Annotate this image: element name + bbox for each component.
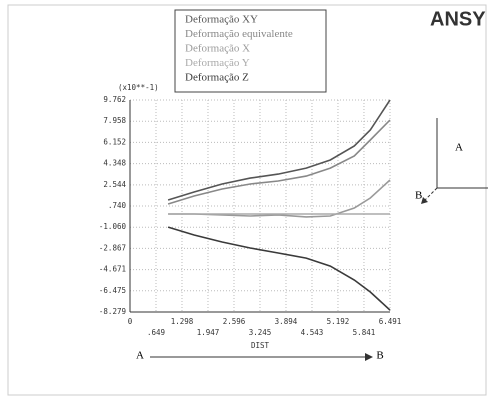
x-tick-label: 1.298: [171, 317, 194, 326]
y-tick-label: 2.544: [103, 180, 126, 189]
x-tick-label: .649: [147, 328, 165, 337]
legend-entry: Deformação equivalente: [185, 28, 293, 40]
y-tick-label: -2.867: [99, 243, 126, 252]
series-line: [167, 99, 391, 201]
series-line: [168, 179, 391, 218]
series-line: [167, 119, 391, 205]
y-tick-label: 6.152: [103, 137, 126, 146]
legend-entry: Deformação XY: [185, 14, 258, 26]
x-tick-label: 5.841: [353, 328, 376, 337]
diagram-arrow: [423, 187, 438, 202]
x-tick-label: 1.947: [197, 328, 220, 337]
y-tick-label: 9.762: [103, 95, 126, 104]
annotation: A: [455, 142, 463, 154]
y-tick-label: 4.348: [103, 159, 126, 168]
y-tick-label: .740: [108, 201, 127, 210]
arrow-head: [365, 353, 373, 361]
annotation: B: [376, 350, 383, 362]
x-tick-label: 0: [128, 317, 133, 326]
legend-entry: Deformação Z: [185, 72, 249, 84]
y-tick-label: -4.671: [99, 265, 126, 274]
annotation: A: [136, 350, 144, 362]
legend-box: [174, 9, 327, 93]
x-tick-label: 3.245: [249, 328, 272, 337]
y-tick-label: 7.958: [103, 116, 126, 125]
y-tick-label: -8.279: [99, 307, 126, 316]
series-line: [167, 226, 391, 311]
legend-entry: Deformação X: [185, 43, 250, 55]
logo: ANSY: [430, 8, 486, 30]
frame: [7, 4, 487, 396]
x-axis-label: DIST: [251, 341, 270, 350]
x-tick-label: 4.543: [301, 328, 324, 337]
x-tick-label: 5.192: [327, 317, 350, 326]
y-tick-label: -1.060: [99, 222, 127, 231]
x-tick-label: 2.596: [223, 317, 246, 326]
y-tick-label: -6.475: [99, 286, 126, 295]
diagram-arrow-head: [421, 197, 428, 204]
y-axis-label: (x10**-1): [118, 83, 159, 92]
legend-entry: Deformação Y: [185, 57, 250, 69]
x-tick-label: 3.894: [275, 317, 298, 326]
annotation: B: [415, 190, 422, 202]
x-tick-label: 6.491: [379, 317, 402, 326]
